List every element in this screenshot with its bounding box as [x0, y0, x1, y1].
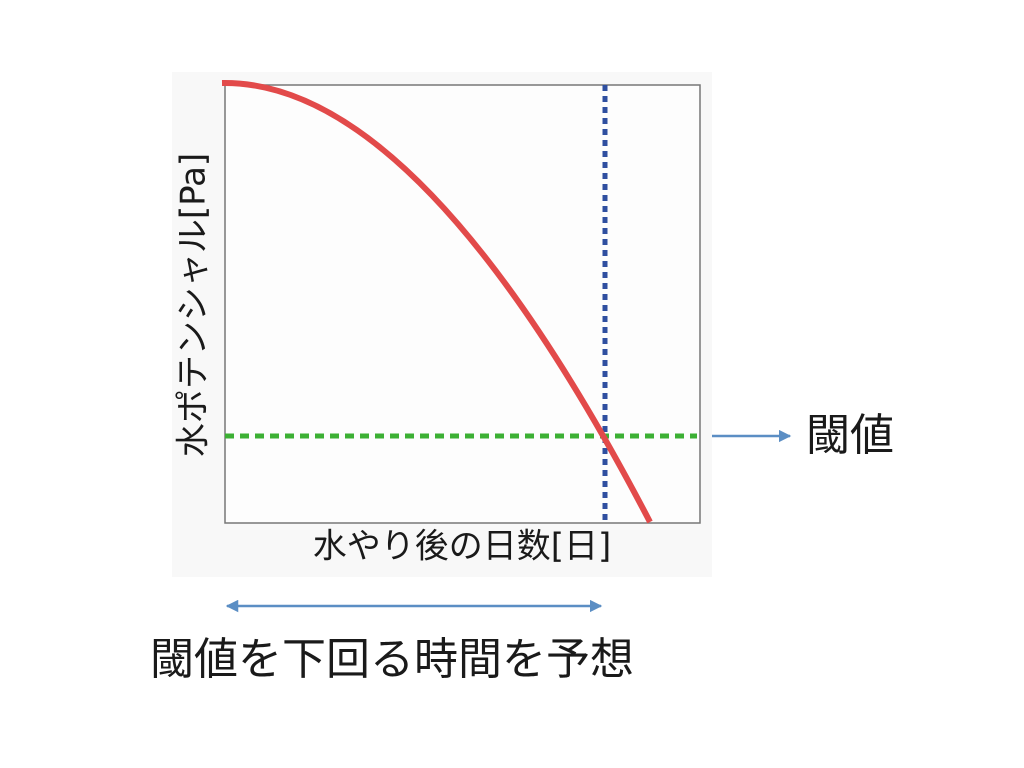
threshold-label: 閾値: [806, 410, 894, 461]
plot-frame: [224, 84, 701, 524]
caption: 閾値を下回る時間を予想: [150, 634, 634, 685]
x-axis-label: 水やり後の日数[日]: [313, 527, 612, 567]
y-axis-label: 水ポテンシャル[Pa]: [174, 153, 214, 457]
potential-curve: [221, 79, 653, 524]
